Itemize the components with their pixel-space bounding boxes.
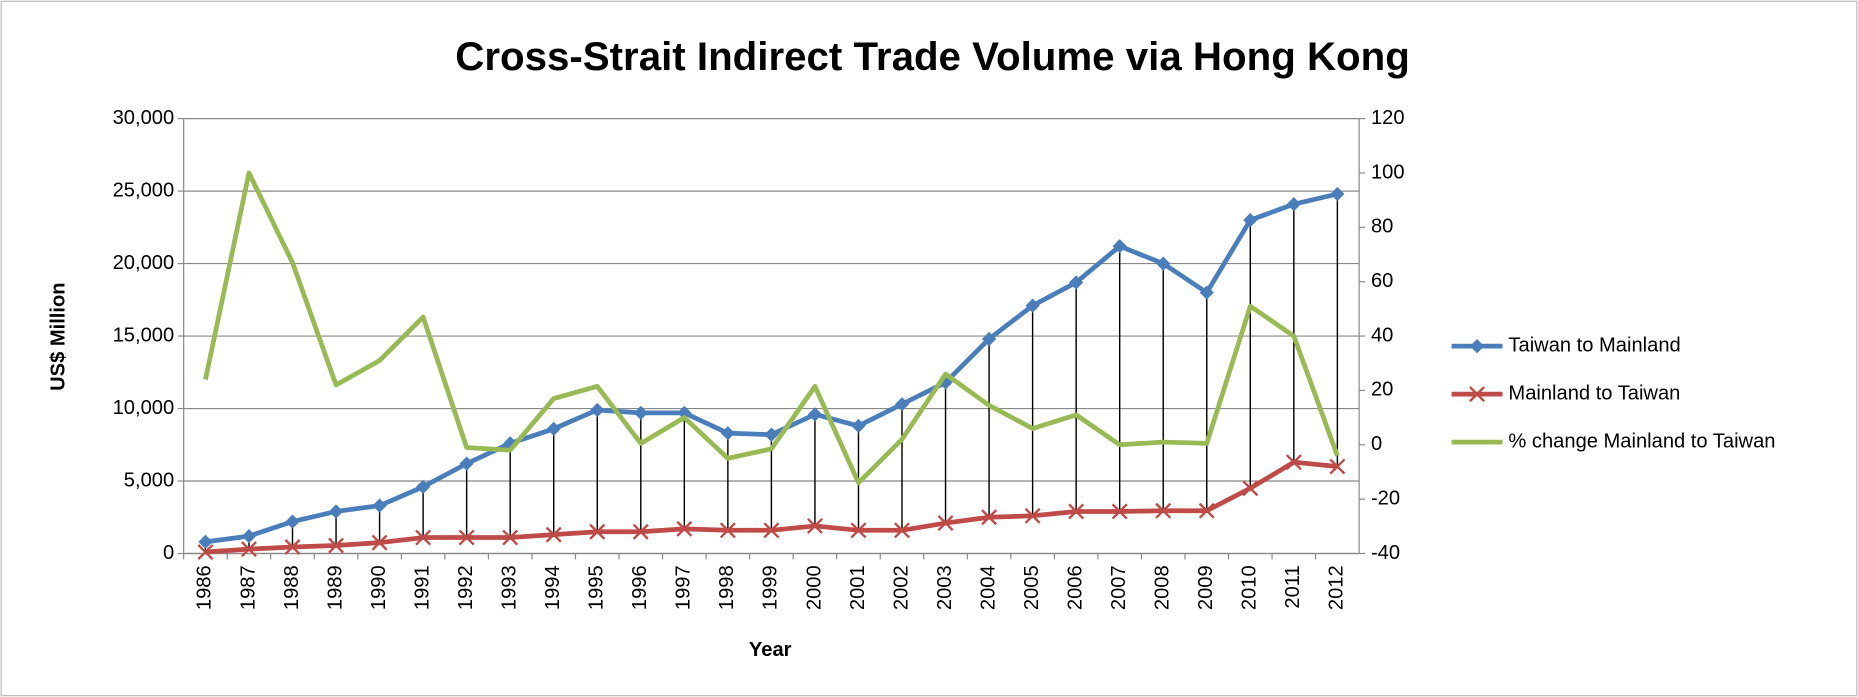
y2-tick-label: -20 — [1371, 487, 1400, 509]
y-axis-title: US$ Million — [48, 282, 70, 390]
x-marker — [415, 529, 432, 546]
x-tick-label: 2011 — [1282, 565, 1304, 608]
x-tick-label: 1987 — [237, 565, 259, 610]
y2-tick-label: 40 — [1371, 324, 1393, 346]
y2-tick-label: 60 — [1371, 270, 1393, 292]
x-marker — [458, 529, 475, 546]
y-tick-label: 5,000 — [124, 469, 174, 491]
x-marker — [763, 522, 780, 539]
x-marker — [241, 541, 257, 558]
x-marker — [937, 515, 954, 532]
y2-tick-label: 20 — [1371, 379, 1393, 401]
y-tick-label: 30,000 — [113, 107, 175, 129]
diamond-marker — [546, 421, 561, 436]
y2-tick-label: 100 — [1371, 161, 1405, 183]
diamond-marker — [459, 456, 474, 471]
diamond-marker — [1330, 186, 1345, 202]
x-tick-label: 1990 — [368, 565, 390, 610]
diamond-marker — [590, 402, 605, 418]
x-tick-label: 1996 — [629, 565, 651, 610]
x-marker — [719, 522, 736, 539]
diamond-marker — [894, 397, 910, 412]
x-tick-label: 2002 — [890, 565, 912, 610]
x-tick-label: 2005 — [1021, 565, 1043, 610]
x-marker — [676, 520, 693, 537]
x-tick-label: 1998 — [716, 565, 738, 610]
x-tick-label: 2007 — [1108, 565, 1130, 610]
x-marker — [632, 523, 649, 540]
y-tick-label: 15,000 — [113, 324, 175, 346]
y2-tick-label: 120 — [1371, 107, 1405, 129]
diamond-marker — [633, 405, 648, 420]
x-marker — [197, 544, 214, 560]
x-tick-label: 2012 — [1326, 565, 1348, 610]
legend-label: Mainland to Taiwan — [1508, 382, 1680, 404]
x-tick-label: 1991 — [411, 565, 433, 610]
x-marker — [1329, 458, 1346, 475]
legend-marker — [1469, 386, 1485, 403]
diamond-marker — [285, 514, 300, 529]
diamond-marker — [1286, 197, 1301, 212]
legend-label: Taiwan to Mainland — [1508, 334, 1680, 356]
x-marker — [1111, 503, 1128, 520]
x-tick-label: 2000 — [803, 565, 825, 610]
diamond-marker — [372, 498, 387, 513]
x-marker — [589, 523, 606, 540]
x-tick-label: 1989 — [324, 565, 346, 610]
diamond-marker — [981, 331, 997, 347]
y-tick-label: 10,000 — [113, 397, 175, 419]
y-tick-label: 20,000 — [113, 252, 175, 274]
x-tick-label: 1988 — [281, 565, 303, 610]
chart-title: Cross-Strait Indirect Trade Volume via H… — [455, 34, 1410, 79]
x-tick-label: 2010 — [1239, 565, 1261, 610]
y2-tick-label: 80 — [1371, 216, 1393, 238]
x-marker — [284, 539, 301, 555]
x-marker — [806, 518, 823, 534]
x-marker — [328, 537, 344, 554]
y-tick-label: 25,000 — [113, 179, 175, 201]
x-tick-label: 2009 — [1195, 565, 1217, 610]
diamond-marker — [1243, 212, 1258, 228]
x-tick-label: 1992 — [455, 565, 477, 610]
x-tick-label: 2008 — [1152, 565, 1174, 610]
diamond-marker — [677, 405, 692, 420]
legend-marker — [1469, 339, 1485, 354]
x-marker — [545, 526, 562, 543]
y2-tick-label: -40 — [1371, 542, 1400, 564]
x-tick-label: 1993 — [498, 565, 520, 610]
x-tick-label: 2003 — [934, 565, 956, 610]
x-marker — [1198, 502, 1215, 519]
diamond-marker — [851, 418, 866, 434]
x-marker — [502, 529, 519, 546]
x-marker — [1242, 480, 1259, 497]
x-tick-label: 1997 — [673, 565, 695, 610]
x-marker — [894, 522, 910, 539]
x-tick-label: 1999 — [760, 565, 782, 610]
y2-tick-label: 0 — [1371, 433, 1382, 455]
series-line — [203, 170, 1340, 486]
diamond-marker — [328, 504, 344, 519]
y-tick-label: 0 — [163, 542, 174, 564]
x-tick-label: 2006 — [1064, 565, 1086, 610]
x-marker — [371, 534, 388, 551]
x-marker — [1024, 507, 1041, 524]
x-tick-label: 2004 — [977, 565, 999, 610]
x-tick-label: 2001 — [847, 565, 869, 610]
x-tick-label: 1995 — [586, 565, 608, 610]
x-tick-label: 1986 — [194, 565, 216, 610]
x-marker — [1285, 454, 1302, 471]
x-marker — [850, 522, 867, 539]
x-tick-label: 1994 — [542, 565, 564, 610]
x-axis-title: Year — [749, 639, 792, 661]
legend-label: % change Mainland to Taiwan — [1508, 430, 1775, 452]
x-marker — [1155, 502, 1172, 519]
x-marker — [1068, 503, 1085, 520]
x-marker — [981, 509, 998, 526]
